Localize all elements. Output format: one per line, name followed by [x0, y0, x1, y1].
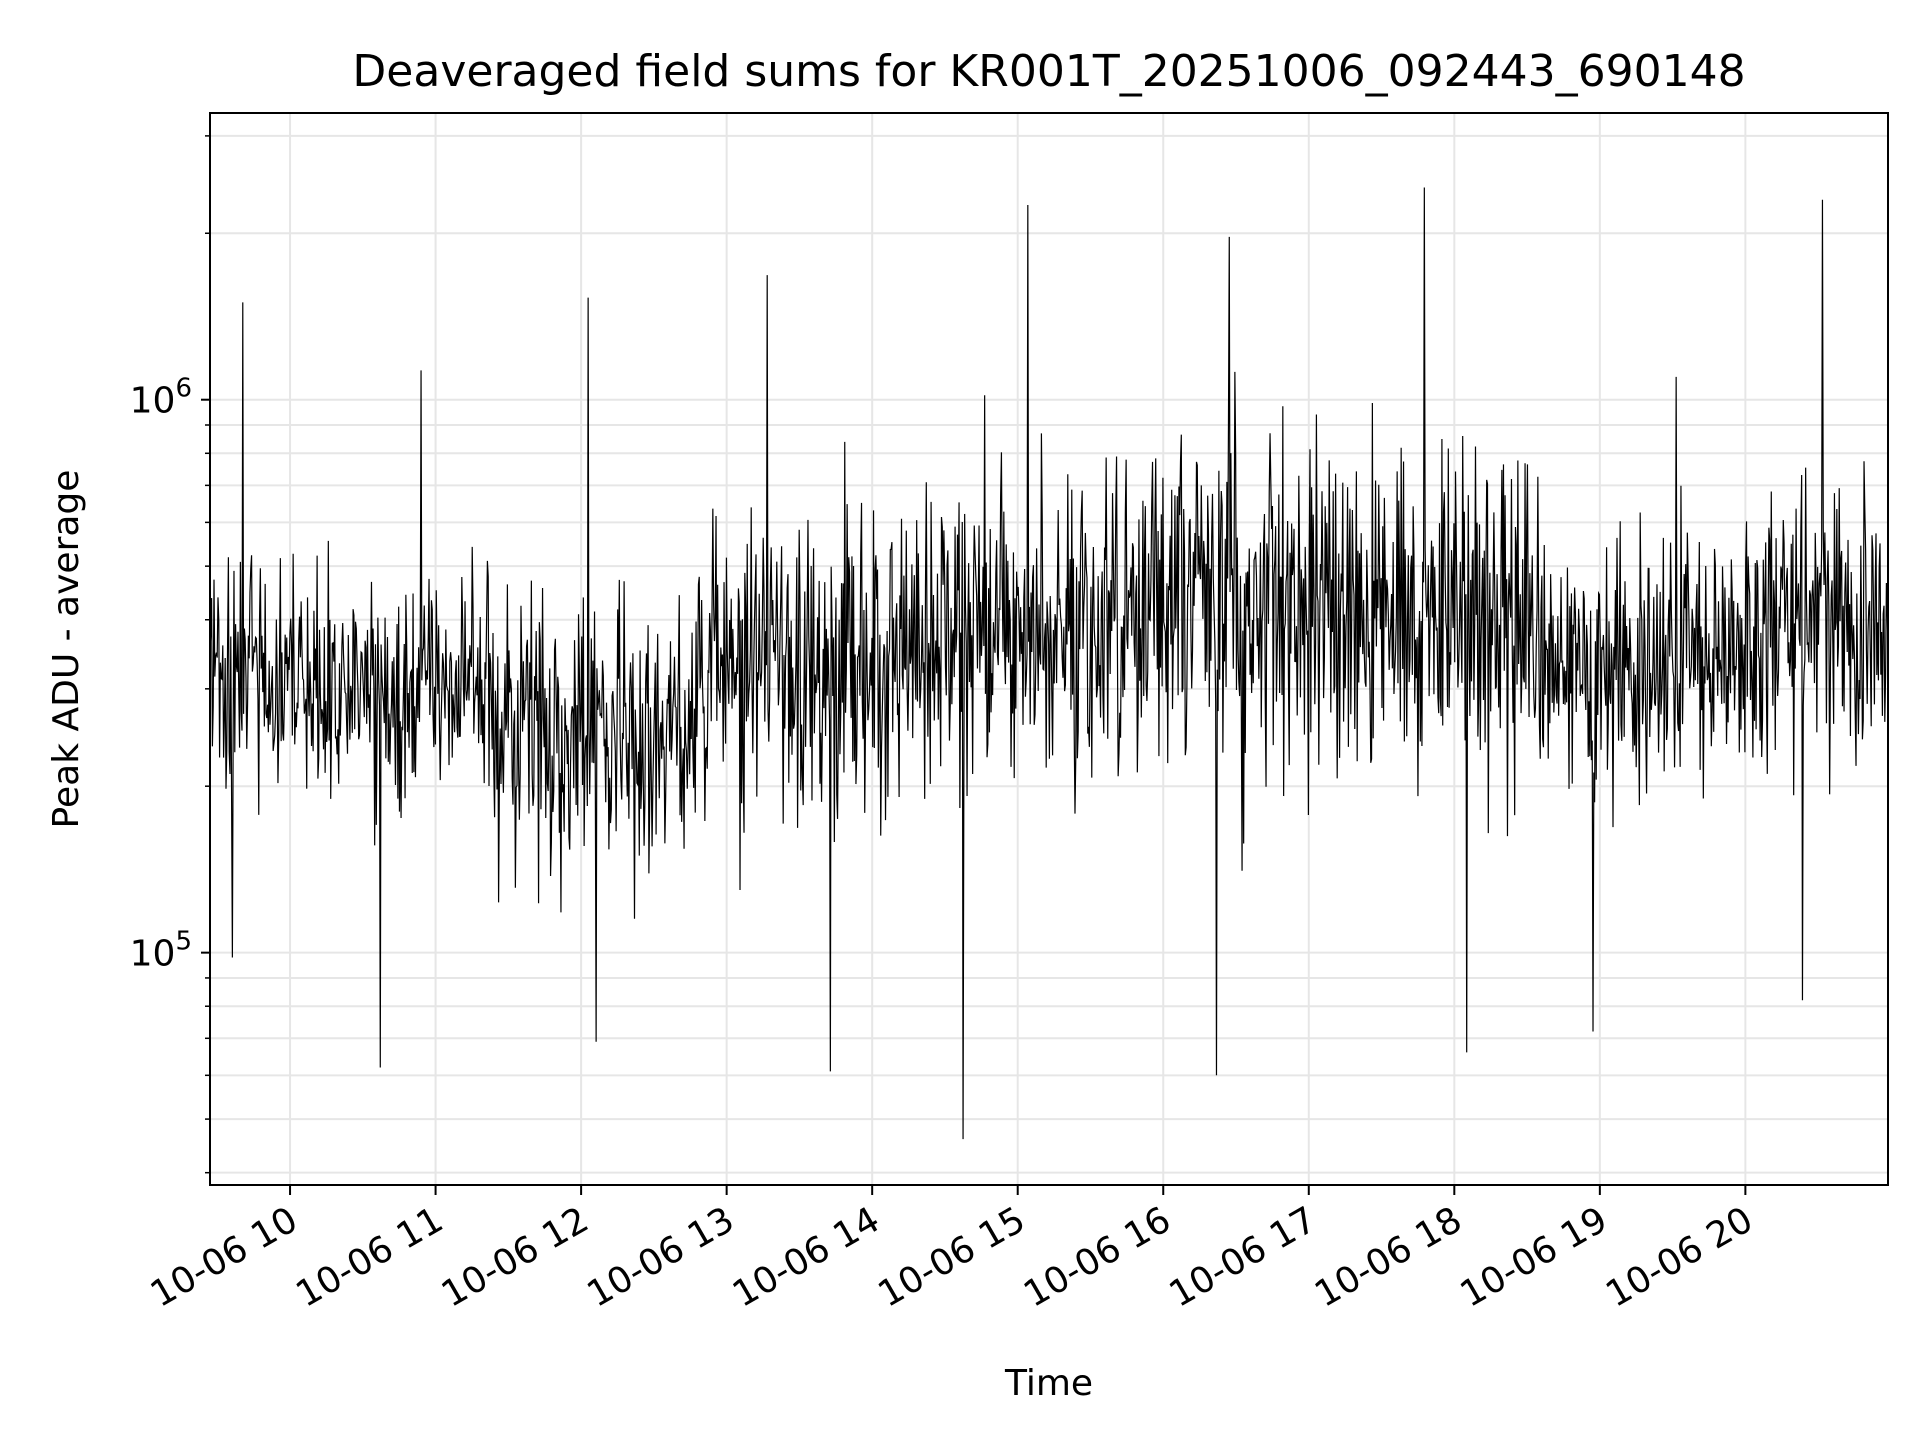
x-tick-label: 10-06 12: [435, 1199, 596, 1315]
x-tick-label: 10-06 20: [1599, 1199, 1760, 1315]
y-tick-label: 106: [130, 374, 192, 422]
x-tick-label: 10-06 17: [1163, 1199, 1324, 1315]
x-tick-label: 10-06 15: [872, 1199, 1033, 1315]
grid: [210, 113, 1888, 1185]
x-tick-label: 10-06 14: [726, 1199, 887, 1315]
series-line: [209, 187, 1889, 1140]
plot-frame: [209, 112, 1889, 1186]
data-series: [209, 187, 1889, 1140]
x-tick-label: 10-06 16: [1017, 1199, 1178, 1315]
x-tick-label: 10-06 11: [289, 1199, 450, 1315]
x-tick-label: 10-06 18: [1308, 1199, 1469, 1315]
x-axis-label: Time: [1004, 1363, 1093, 1404]
y-axis-label: Peak ADU - average: [46, 470, 87, 829]
y-tick-label: 105: [130, 927, 192, 975]
chart-title: Deaveraged field sums for KR001T_2025100…: [352, 46, 1745, 97]
x-tick-label: 10-06 10: [144, 1199, 305, 1315]
x-tick-label: 10-06 19: [1454, 1199, 1615, 1315]
x-tick-label: 10-06 13: [580, 1199, 741, 1315]
